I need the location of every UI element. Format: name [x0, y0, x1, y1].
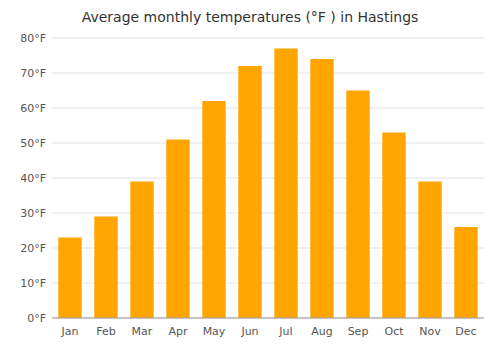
x-tick-label: Aug [311, 325, 332, 338]
bar [454, 227, 477, 318]
x-tick-label: Sep [348, 325, 369, 338]
y-tick-label: 10°F [20, 277, 46, 290]
x-tick-label: Mar [132, 325, 153, 338]
x-tick-label: Apr [168, 325, 188, 338]
bar [58, 238, 81, 319]
chart-svg: Average monthly temperatures (°F ) in Ha… [0, 0, 500, 350]
x-tick-label: Dec [455, 325, 476, 338]
chart-container: Average monthly temperatures (°F ) in Ha… [0, 0, 500, 350]
bar [382, 133, 405, 319]
bar [418, 182, 441, 319]
x-tick-label: Feb [96, 325, 115, 338]
grid-line [52, 38, 484, 39]
grid-line [52, 143, 484, 144]
y-grid [52, 38, 484, 318]
y-tick-label: 30°F [20, 207, 46, 220]
x-tick-label: May [203, 325, 226, 338]
x-tick-label: Nov [419, 325, 441, 338]
x-tick-label: Jun [240, 325, 258, 338]
bar [346, 91, 369, 319]
y-tick-label: 50°F [20, 137, 46, 150]
x-tick-label: Jul [278, 325, 292, 338]
y-tick-label: 80°F [20, 32, 46, 45]
bar [310, 59, 333, 318]
bar [238, 66, 261, 318]
grid-line [52, 178, 484, 179]
y-tick-label: 60°F [20, 102, 46, 115]
x-axis-line [52, 318, 484, 319]
x-tick-label: Oct [384, 325, 404, 338]
y-tick-label: 20°F [20, 242, 46, 255]
bar [130, 182, 153, 319]
bar [274, 49, 297, 319]
title: Average monthly temperatures (°F ) in Ha… [82, 9, 419, 25]
grid-line [52, 108, 484, 109]
bar [202, 101, 225, 318]
y-tick-label: 0°F [27, 312, 46, 325]
x-axis: Jan Feb Mar Apr May Jun Jul Aug Sep Oct Nov Dec [52, 318, 484, 338]
bar [166, 140, 189, 319]
y-tick-label: 40°F [20, 172, 46, 185]
y-tick-label: 70°F [20, 67, 46, 80]
bar [94, 217, 117, 319]
grid-line [52, 318, 484, 319]
bars [58, 49, 477, 319]
y-axis: 0°F 10°F 20°F 30°F 40°F 50°F 60°F 70°F 80°F [20, 32, 46, 325]
grid-line [52, 73, 484, 74]
x-tick-label: Jan [61, 325, 79, 338]
